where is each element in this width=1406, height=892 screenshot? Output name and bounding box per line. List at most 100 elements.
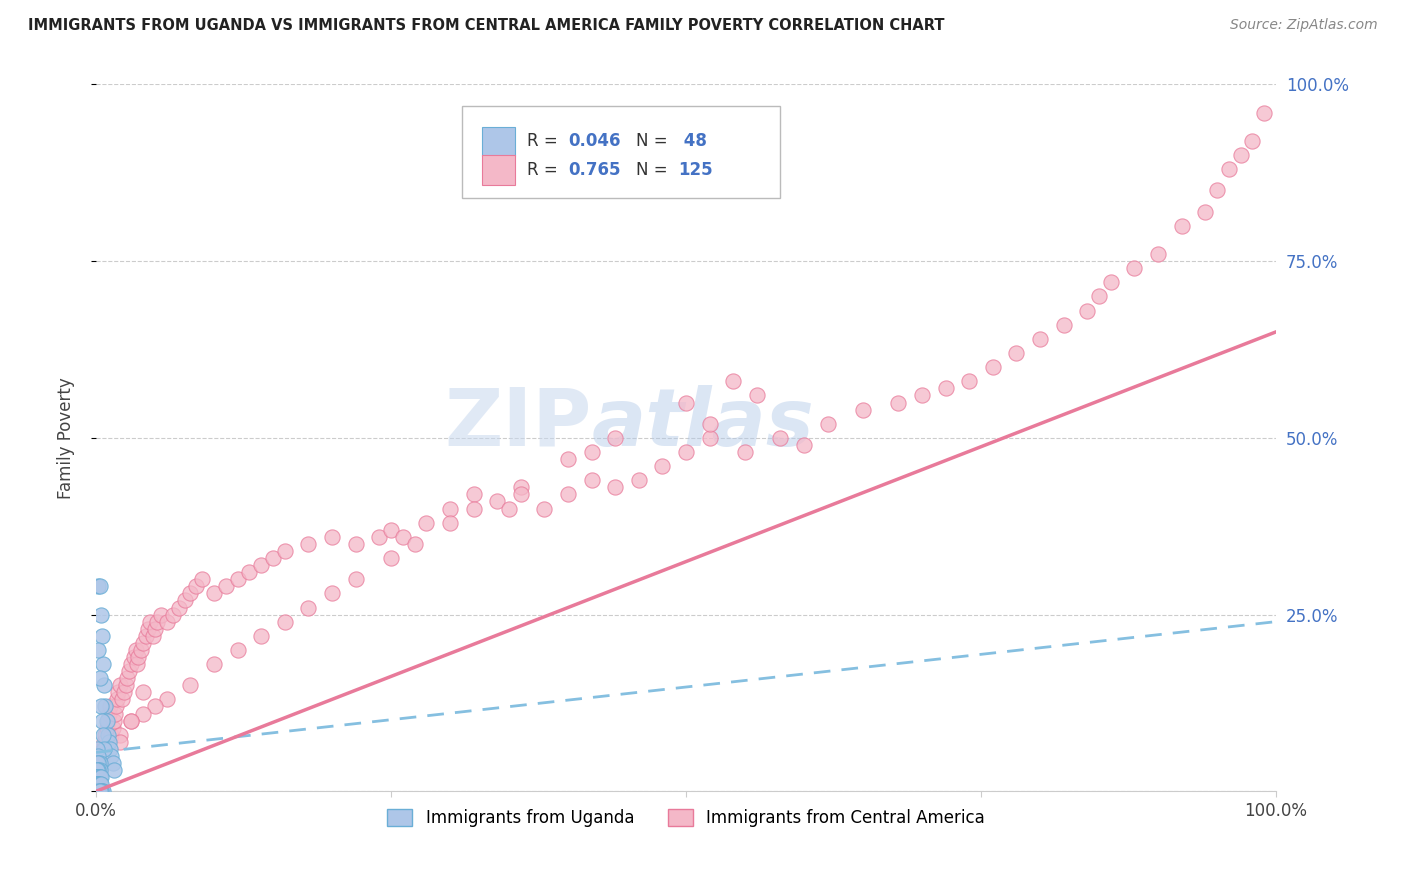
- Point: [93, 735, 115, 749]
- Point: [380, 551, 402, 566]
- Point: [98, 742, 121, 756]
- Point: [146, 615, 169, 629]
- Point: [415, 516, 437, 530]
- Point: [463, 487, 485, 501]
- Text: IMMIGRANTS FROM UGANDA VS IMMIGRANTS FROM CENTRAL AMERICA FAMILY POVERTY CORRELA: IMMIGRANTS FROM UGANDA VS IMMIGRANTS FRO…: [28, 18, 945, 33]
- Point: [89, 579, 111, 593]
- Point: [142, 629, 165, 643]
- Point: [557, 487, 579, 501]
- Point: [1123, 261, 1146, 276]
- Point: [1076, 303, 1098, 318]
- Point: [107, 685, 129, 699]
- Point: [1194, 204, 1216, 219]
- Point: [129, 643, 152, 657]
- Point: [136, 622, 159, 636]
- Point: [186, 579, 208, 593]
- Point: [87, 777, 110, 791]
- Point: [1099, 276, 1122, 290]
- Point: [86, 763, 108, 777]
- Point: [297, 600, 319, 615]
- Point: [87, 770, 110, 784]
- Point: [114, 678, 136, 692]
- Point: [179, 678, 201, 692]
- Point: [101, 721, 124, 735]
- Point: [89, 770, 111, 784]
- Point: [132, 685, 155, 699]
- Point: [981, 360, 1004, 375]
- Point: [89, 784, 111, 798]
- Point: [699, 431, 721, 445]
- Point: [143, 699, 166, 714]
- Point: [89, 763, 111, 777]
- Point: [179, 586, 201, 600]
- Point: [86, 777, 108, 791]
- Point: [89, 671, 111, 685]
- Point: [90, 699, 112, 714]
- Point: [127, 657, 149, 671]
- Point: [321, 586, 343, 600]
- Point: [86, 770, 108, 784]
- Point: [125, 643, 148, 657]
- Point: [1241, 134, 1264, 148]
- Point: [104, 706, 127, 721]
- Point: [103, 763, 125, 777]
- Point: [87, 748, 110, 763]
- Point: [94, 728, 117, 742]
- Point: [723, 374, 745, 388]
- Text: 0.765: 0.765: [568, 161, 620, 179]
- Point: [132, 706, 155, 721]
- Point: [911, 388, 934, 402]
- Text: ZIP: ZIP: [444, 384, 592, 463]
- Point: [86, 763, 108, 777]
- Point: [675, 445, 697, 459]
- Point: [91, 742, 114, 756]
- Point: [86, 770, 108, 784]
- Point: [94, 699, 117, 714]
- Point: [156, 692, 179, 706]
- Point: [509, 487, 531, 501]
- Point: [274, 544, 297, 558]
- Point: [97, 728, 120, 742]
- Point: [321, 530, 343, 544]
- Point: [935, 381, 957, 395]
- Point: [1170, 219, 1192, 233]
- Y-axis label: Family Poverty: Family Poverty: [58, 377, 75, 499]
- Point: [87, 770, 110, 784]
- Point: [90, 714, 112, 728]
- Point: [957, 374, 980, 388]
- Point: [297, 537, 319, 551]
- Point: [202, 586, 225, 600]
- Point: [250, 558, 273, 573]
- Point: [90, 784, 112, 798]
- Point: [93, 678, 115, 692]
- Text: N =: N =: [637, 132, 673, 151]
- Point: [89, 777, 111, 791]
- Point: [404, 537, 426, 551]
- Point: [120, 714, 142, 728]
- Point: [108, 678, 131, 692]
- Point: [100, 748, 122, 763]
- Point: [100, 728, 122, 742]
- Point: [91, 728, 114, 742]
- Point: [135, 629, 157, 643]
- Point: [105, 692, 128, 706]
- Point: [118, 664, 141, 678]
- Point: [368, 530, 391, 544]
- Point: [581, 473, 603, 487]
- Point: [215, 579, 238, 593]
- Text: 0.046: 0.046: [568, 132, 620, 151]
- Point: [98, 706, 121, 721]
- Point: [111, 692, 134, 706]
- Point: [734, 445, 756, 459]
- Bar: [482, 155, 515, 186]
- Legend: Immigrants from Uganda, Immigrants from Central America: Immigrants from Uganda, Immigrants from …: [381, 802, 991, 834]
- Point: [533, 501, 555, 516]
- Point: [115, 671, 138, 685]
- Point: [86, 742, 108, 756]
- Point: [439, 501, 461, 516]
- Point: [90, 777, 112, 791]
- Point: [90, 607, 112, 622]
- Point: [87, 784, 110, 798]
- Point: [651, 459, 673, 474]
- Point: [87, 777, 110, 791]
